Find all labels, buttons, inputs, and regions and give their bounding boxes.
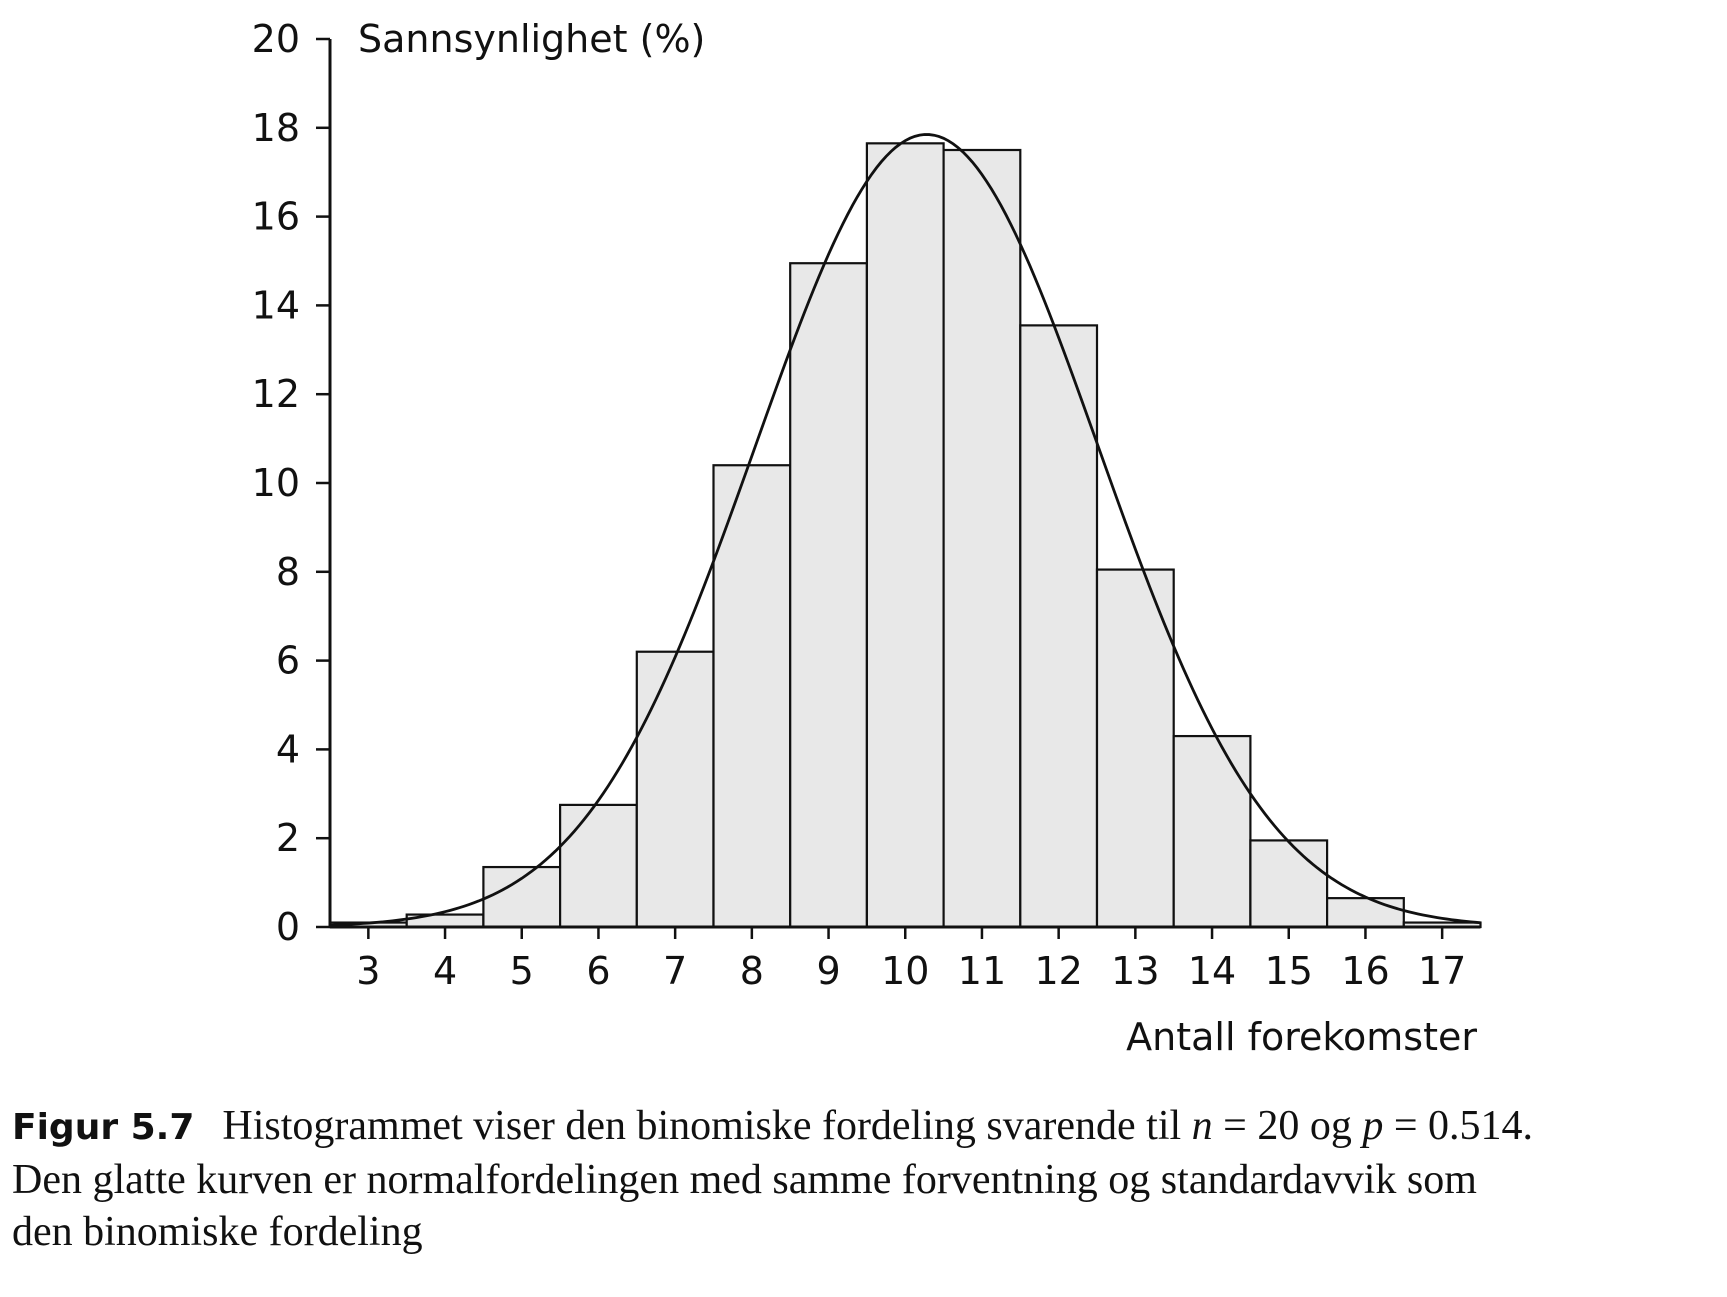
figure-caption: Figur 5.7 Histogrammet viser den binomisk… bbox=[12, 1100, 1717, 1258]
caption-line-2: Den glatte kurven er normalfordelingen m… bbox=[12, 1157, 1477, 1203]
y-ticks-group: 0 2 4 6 8 10 12 14 16 18 20 bbox=[252, 17, 330, 949]
bar-8 bbox=[712, 464, 792, 929]
caption-line-1: Figur 5.7 Histogrammet viser den binomisk… bbox=[12, 1100, 1717, 1154]
normal-curve bbox=[329, 133, 1481, 927]
caption-eq-1: = 20 og bbox=[1212, 1103, 1363, 1149]
y-tick-label-8: 8 bbox=[276, 550, 300, 594]
y-tick-label-16: 16 bbox=[252, 195, 300, 239]
caption-eq-2: = 0.514. bbox=[1383, 1103, 1534, 1149]
y-tick-label-2: 2 bbox=[276, 816, 300, 860]
bar-14 bbox=[1172, 734, 1252, 929]
x-tick-label-8: 8 bbox=[740, 949, 764, 993]
bar-12 bbox=[1019, 324, 1099, 929]
y-tick-label-14: 14 bbox=[252, 283, 300, 327]
caption-p-symbol: p bbox=[1362, 1103, 1384, 1149]
histogram-chart: 0 2 4 6 8 10 12 14 16 18 20 3 4 5 6 7 8 9 10 11 12 13 14 15 16 1… bbox=[252, 17, 1482, 1059]
y-tick-label-4: 4 bbox=[276, 727, 300, 771]
y-axis-title: Sannsynlighet (%) bbox=[358, 17, 705, 61]
y-tick-label-18: 18 bbox=[252, 106, 300, 150]
y-tick-label-10: 10 bbox=[252, 461, 300, 505]
x-tick-label-12: 12 bbox=[1034, 949, 1082, 993]
bar-13 bbox=[1095, 568, 1175, 929]
y-tick-label-6: 6 bbox=[276, 639, 300, 683]
caption-text-1: Histogrammet viser den binomiske fordeli… bbox=[222, 1103, 1192, 1149]
x-tick-label-14: 14 bbox=[1188, 949, 1236, 993]
x-tick-label-6: 6 bbox=[586, 949, 610, 993]
x-tick-label-4: 4 bbox=[433, 949, 457, 993]
bar-15 bbox=[1249, 839, 1329, 929]
y-tick-label-12: 12 bbox=[252, 372, 300, 416]
y-tick-label-20: 20 bbox=[252, 17, 300, 61]
caption-label: Figur 5.7 bbox=[12, 1107, 195, 1148]
y-tick-label-0: 0 bbox=[276, 905, 300, 949]
bar-9 bbox=[789, 262, 869, 929]
x-tick-label-16: 16 bbox=[1341, 949, 1389, 993]
x-tick-label-17: 17 bbox=[1418, 949, 1466, 993]
x-tick-label-11: 11 bbox=[958, 949, 1006, 993]
x-ticks-group: 3 4 5 6 7 8 9 10 11 12 13 14 15 16 17 bbox=[356, 927, 1466, 993]
bar-7 bbox=[635, 650, 715, 929]
caption-line-3: den binomiske fordeling bbox=[12, 1209, 423, 1255]
x-tick-label-15: 15 bbox=[1265, 949, 1313, 993]
x-tick-label-13: 13 bbox=[1111, 949, 1159, 993]
bar-10 bbox=[865, 142, 945, 929]
bar-11 bbox=[942, 148, 1022, 929]
x-tick-label-7: 7 bbox=[663, 949, 687, 993]
bar-6 bbox=[558, 803, 638, 929]
x-axis-title: Antall forekomster bbox=[1126, 1015, 1477, 1059]
bars-group bbox=[328, 142, 1482, 929]
x-tick-label-9: 9 bbox=[816, 949, 840, 993]
caption-n-symbol: n bbox=[1191, 1103, 1213, 1149]
bar-16 bbox=[1325, 897, 1405, 929]
x-tick-label-3: 3 bbox=[356, 949, 380, 993]
x-tick-label-10: 10 bbox=[881, 949, 929, 993]
bar-5 bbox=[482, 865, 562, 929]
x-tick-label-5: 5 bbox=[510, 949, 534, 993]
